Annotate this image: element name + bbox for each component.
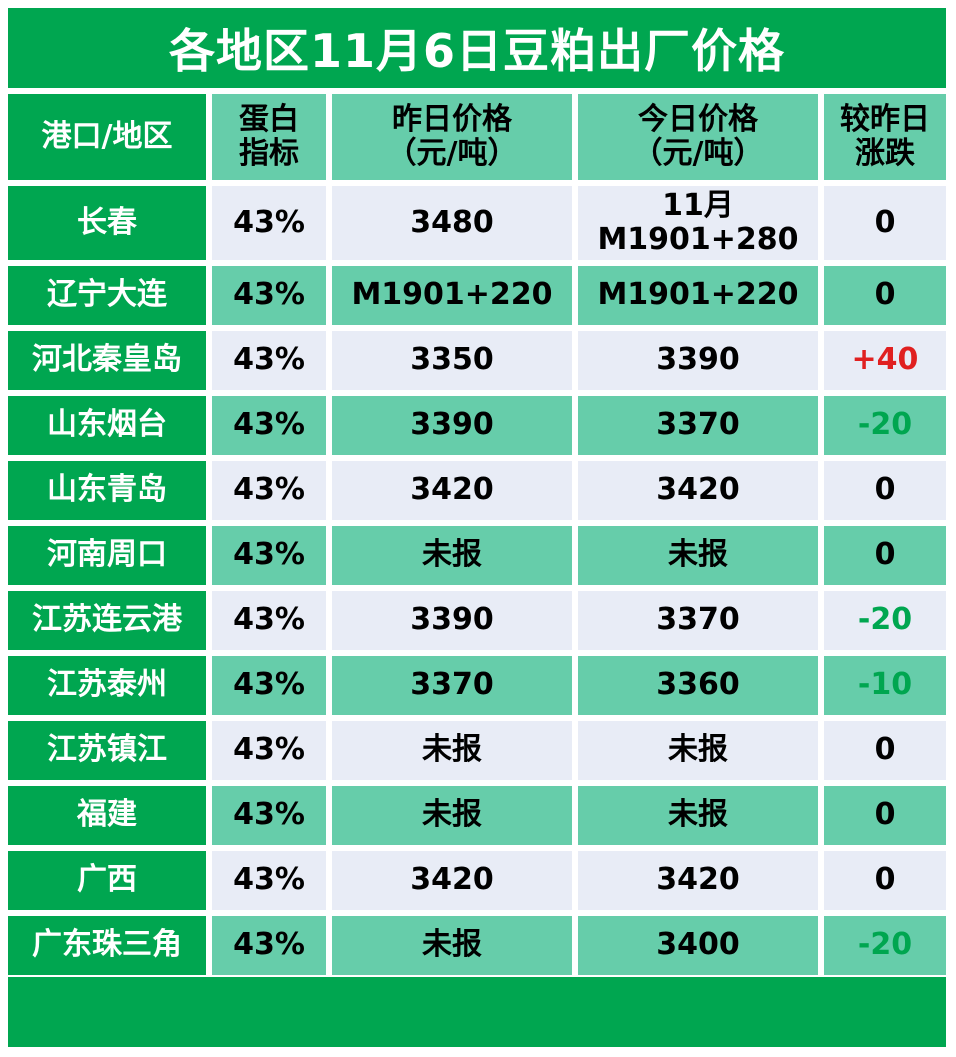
table-title: 各地区11月6日豆粕出厂价格	[8, 8, 946, 88]
change-cell: 0	[824, 526, 946, 585]
region-cell: 长春	[8, 186, 206, 260]
yesterday-price-cell: 3420	[332, 851, 572, 910]
yesterday-price-cell: 未报	[332, 721, 572, 780]
protein-cell: 43%	[212, 851, 326, 910]
yesterday-price-cell: 未报	[332, 916, 572, 975]
protein-cell: 43%	[212, 786, 326, 845]
yesterday-price-cell: 3350	[332, 331, 572, 390]
region-cell: 广东珠三角	[8, 916, 206, 975]
region-cell: 江苏连云港	[8, 591, 206, 650]
today-price-cell: M1901+220	[578, 266, 818, 325]
change-cell: 0	[824, 721, 946, 780]
change-cell: 0	[824, 851, 946, 910]
protein-cell: 43%	[212, 186, 326, 260]
today-price-cell: 3400	[578, 916, 818, 975]
region-cell: 山东烟台	[8, 396, 206, 455]
protein-cell: 43%	[212, 331, 326, 390]
protein-cell: 43%	[212, 266, 326, 325]
today-price-cell: 11月 M1901+280	[578, 186, 818, 260]
yesterday-price-cell: 3370	[332, 656, 572, 715]
today-price-cell: 未报	[578, 721, 818, 780]
protein-cell: 43%	[212, 461, 326, 520]
region-cell: 福建	[8, 786, 206, 845]
today-price-cell: 3360	[578, 656, 818, 715]
region-cell: 河北秦皇岛	[8, 331, 206, 390]
header-yesterday-price: 昨日价格 （元/吨）	[332, 94, 572, 180]
yesterday-price-cell: 3390	[332, 591, 572, 650]
change-cell: 0	[824, 266, 946, 325]
change-cell: -10	[824, 656, 946, 715]
protein-cell: 43%	[212, 721, 326, 780]
region-cell: 山东青岛	[8, 461, 206, 520]
footer-bar	[8, 977, 946, 1047]
header-protein: 蛋白 指标	[212, 94, 326, 180]
today-price-cell: 3420	[578, 461, 818, 520]
yesterday-price-cell: M1901+220	[332, 266, 572, 325]
today-price-cell: 3390	[578, 331, 818, 390]
change-cell: 0	[824, 786, 946, 845]
yesterday-price-cell: 3390	[332, 396, 572, 455]
change-cell: -20	[824, 396, 946, 455]
change-cell: -20	[824, 591, 946, 650]
price-table: 港口/地区 蛋白 指标 昨日价格 （元/吨） 今日价格 （元/吨） 较昨日 涨跌…	[8, 94, 946, 975]
change-cell: 0	[824, 461, 946, 520]
today-price-cell: 3370	[578, 591, 818, 650]
change-cell: 0	[824, 186, 946, 260]
region-cell: 辽宁大连	[8, 266, 206, 325]
protein-cell: 43%	[212, 526, 326, 585]
header-change: 较昨日 涨跌	[824, 94, 946, 180]
region-cell: 广西	[8, 851, 206, 910]
region-cell: 江苏泰州	[8, 656, 206, 715]
today-price-cell: 未报	[578, 526, 818, 585]
region-cell: 江苏镇江	[8, 721, 206, 780]
header-today-price: 今日价格 （元/吨）	[578, 94, 818, 180]
today-price-cell: 3420	[578, 851, 818, 910]
yesterday-price-cell: 3480	[332, 186, 572, 260]
protein-cell: 43%	[212, 916, 326, 975]
change-cell: +40	[824, 331, 946, 390]
yesterday-price-cell: 未报	[332, 526, 572, 585]
header-region: 港口/地区	[8, 94, 206, 180]
today-price-cell: 未报	[578, 786, 818, 845]
yesterday-price-cell: 未报	[332, 786, 572, 845]
change-cell: -20	[824, 916, 946, 975]
protein-cell: 43%	[212, 396, 326, 455]
protein-cell: 43%	[212, 591, 326, 650]
region-cell: 河南周口	[8, 526, 206, 585]
yesterday-price-cell: 3420	[332, 461, 572, 520]
today-price-cell: 3370	[578, 396, 818, 455]
protein-cell: 43%	[212, 656, 326, 715]
